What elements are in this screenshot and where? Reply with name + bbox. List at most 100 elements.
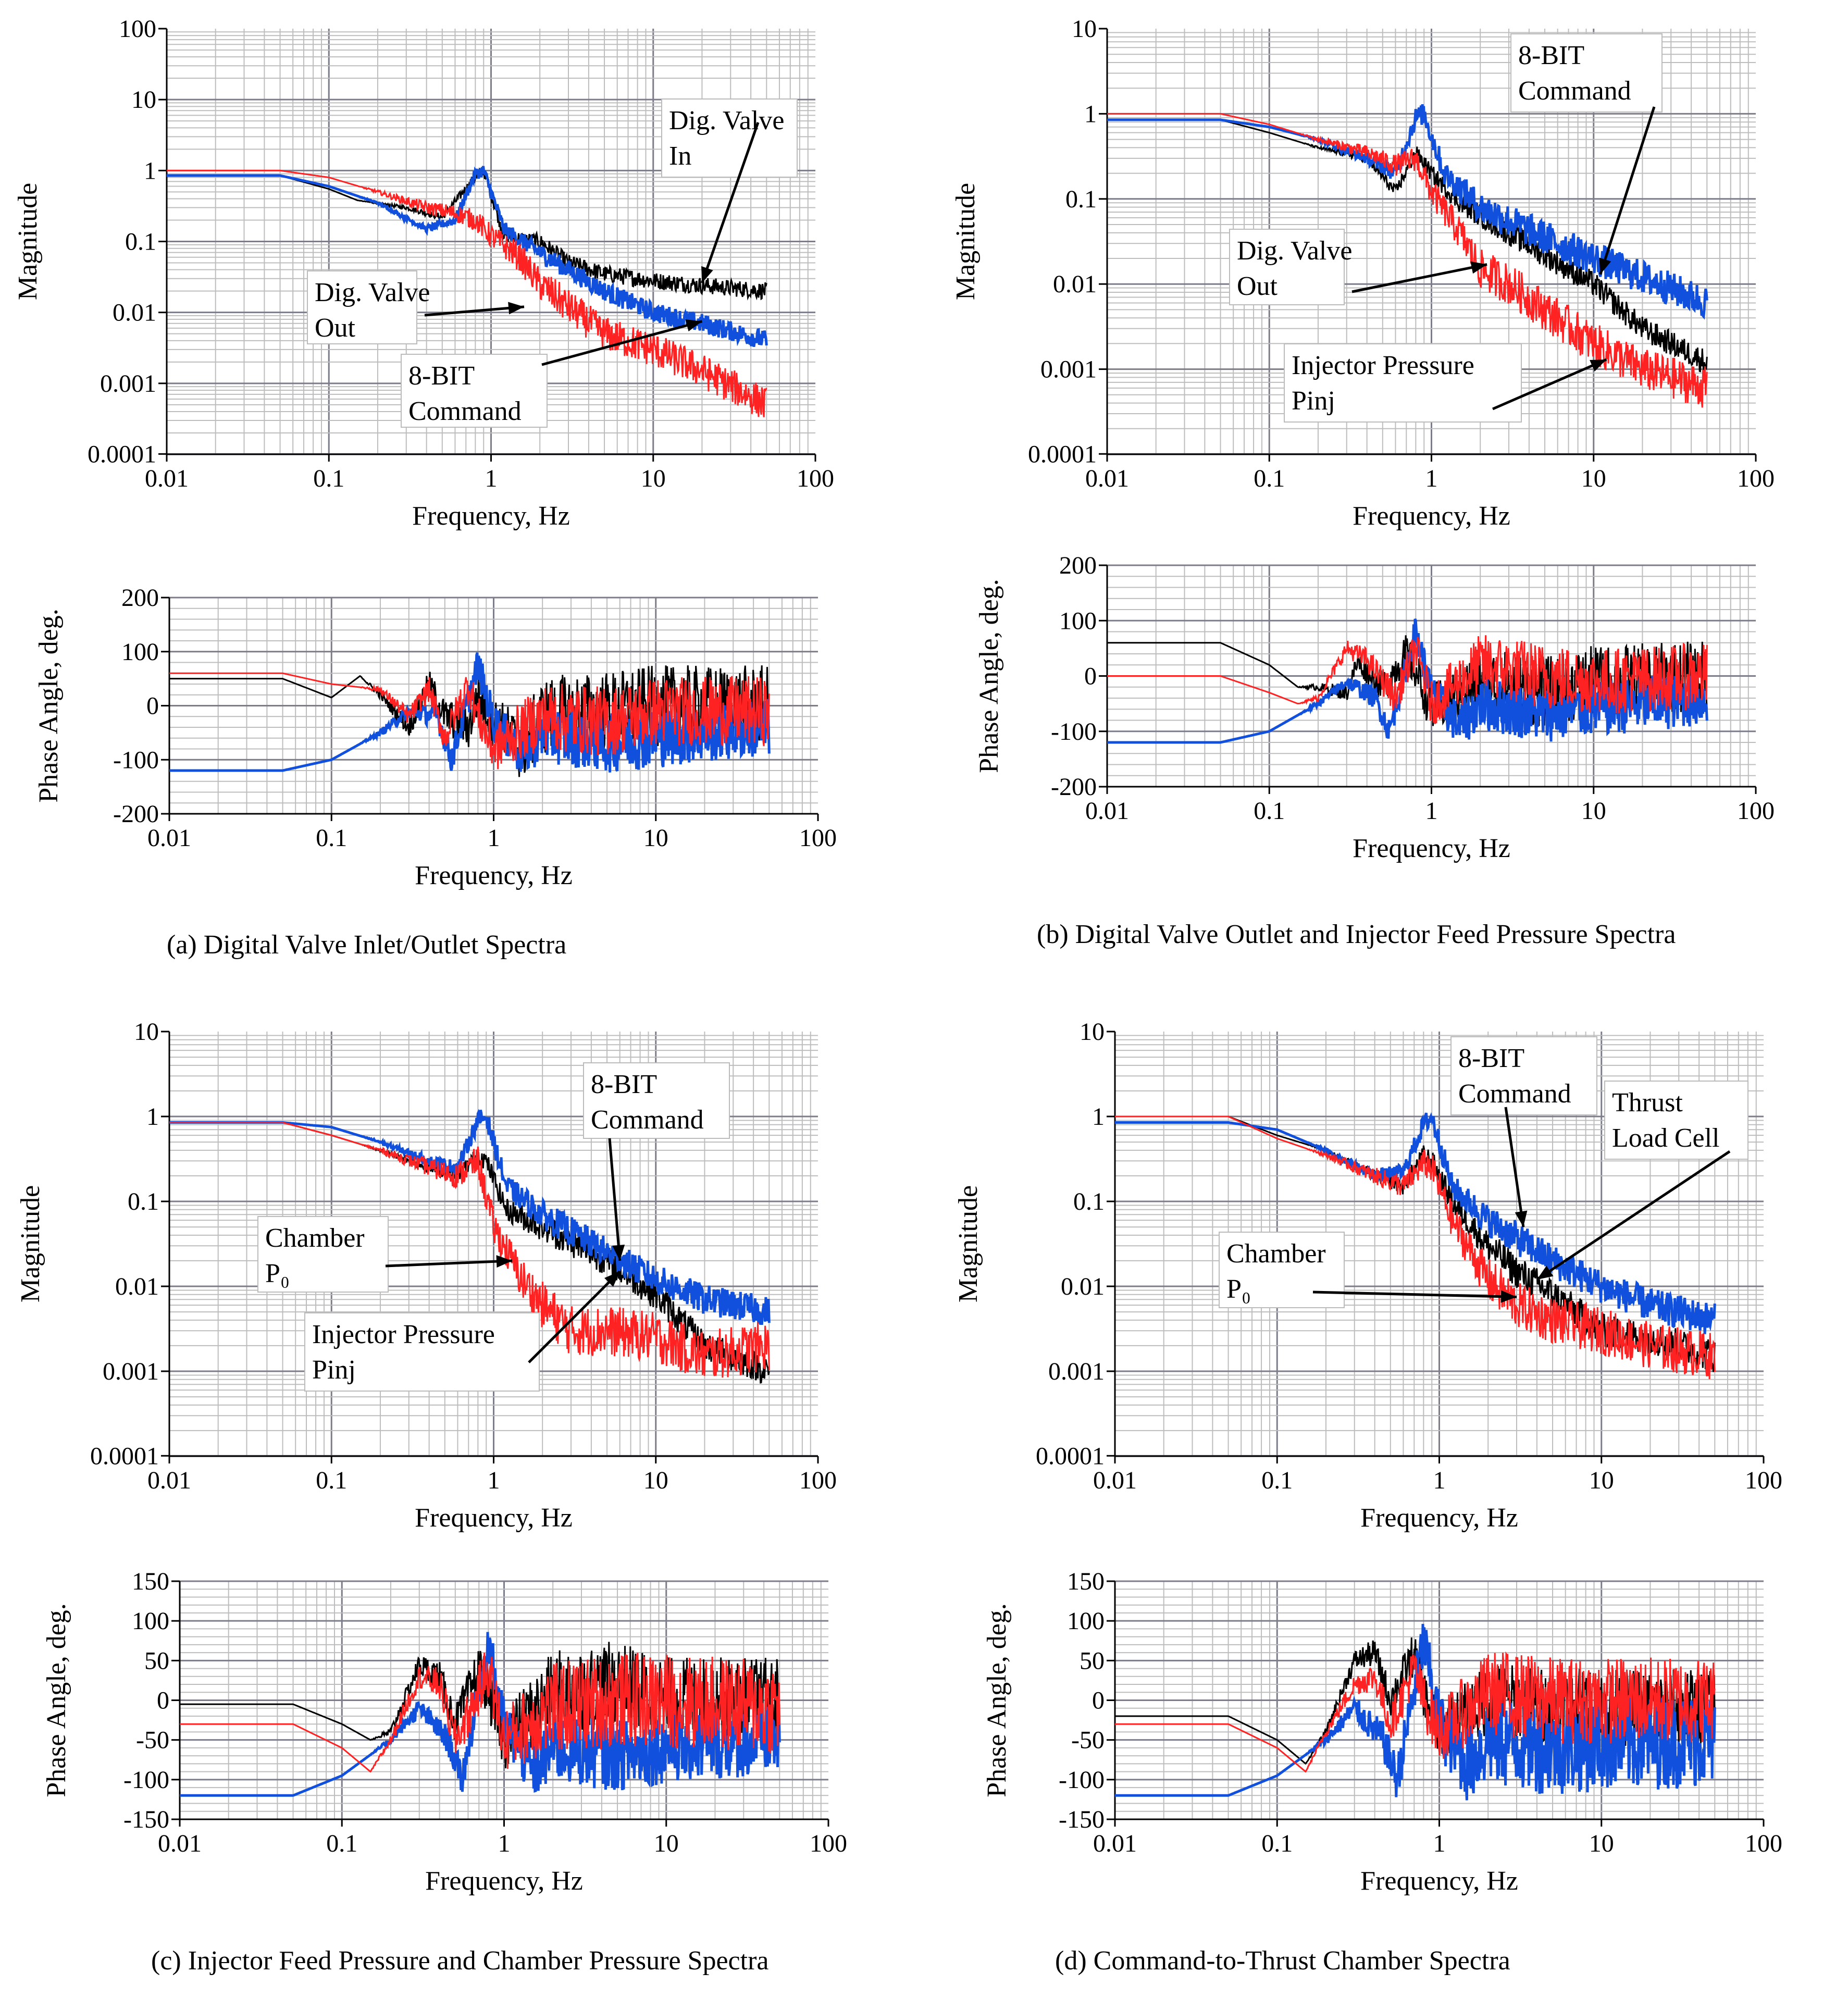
x-tick-label: 0.1: [316, 1467, 347, 1494]
series-line-red: [1115, 1651, 1716, 1773]
series-line-red: [1115, 1115, 1716, 1380]
x-tick-label: 1: [485, 465, 498, 492]
x-tick-label: 100: [1745, 1830, 1782, 1857]
x-tick-label: 10: [1581, 465, 1606, 492]
annotation-box: [1229, 229, 1345, 305]
x-tick-label: 1: [488, 1467, 500, 1494]
annotation-callout: Injector Pressure Pinj: [304, 1270, 621, 1392]
x-tick-label: 10: [643, 1467, 668, 1494]
x-tick-label: 0.01: [1093, 1467, 1137, 1494]
annotation-box: [257, 1216, 389, 1293]
caption-c: (c) Injector Feed Pressure and Chamber P…: [151, 1946, 768, 1976]
y-tick-label: 100: [119, 15, 156, 43]
x-tick-label: 0.01: [1093, 1830, 1137, 1857]
y-tick-label: 0.0001: [1036, 1442, 1105, 1470]
annotation-text: Out: [1237, 271, 1278, 301]
x-tick-label: 10: [1589, 1467, 1614, 1494]
x-tick-label: 0.1: [316, 824, 347, 852]
annotation-text: Load Cell: [1612, 1123, 1720, 1153]
series-line-red: [1107, 635, 1708, 724]
annotation-arrowhead: [1500, 1290, 1517, 1303]
x-tick-label: 1: [1433, 1467, 1446, 1494]
x-axis-label: Frequency, Hz: [1360, 1503, 1518, 1533]
annotation-callout: Thrust Load Cell: [1536, 1081, 1748, 1281]
annotation-text: Pinj: [1292, 386, 1335, 416]
annotation-text: P₀: [265, 1259, 290, 1288]
x-tick-label: 0.1: [313, 465, 344, 492]
x-axis-label: Frequency, Hz: [425, 1866, 583, 1896]
x-tick-label: 100: [1737, 465, 1775, 492]
y-tick-label: 100: [121, 638, 159, 666]
x-tick-label: 0.01: [1085, 465, 1129, 492]
y-tick-label: -50: [136, 1727, 169, 1754]
y-axis-label: Phase Angle, deg.: [982, 1603, 1012, 1797]
y-tick-label: 0.1: [1065, 185, 1097, 213]
y-tick-label: -150: [1059, 1806, 1105, 1833]
x-tick-label: 0.1: [1254, 465, 1285, 492]
x-tick-label: 10: [654, 1830, 679, 1857]
y-tick-label: 0.0001: [88, 440, 156, 468]
y-tick-label: 100: [1067, 1607, 1105, 1635]
annotation-text: Dig. Valve: [669, 106, 784, 135]
annotation-callout: 8-BIT Command: [1510, 33, 1663, 275]
panel-d-phase: 0.01 0.1 1 10 100 -150 -100 -50 0 50 100 150 Frequen…: [982, 1568, 1782, 1896]
y-axis-label: Magnitude: [16, 1185, 45, 1302]
annotation-box: [1284, 343, 1522, 423]
y-tick-label: 10: [1072, 15, 1097, 43]
annotation-box: [304, 1312, 540, 1392]
y-tick-label: 0: [1084, 663, 1097, 690]
x-tick-label: 100: [1737, 797, 1775, 825]
annotation-arrowhead: [1536, 1265, 1554, 1280]
annotation-arrow: [541, 320, 703, 366]
x-tick-label: 100: [797, 465, 834, 492]
x-axis-label: Frequency, Hz: [415, 1503, 573, 1533]
y-tick-label: 0.001: [103, 1358, 159, 1385]
annotation-text: Injector Pressure: [312, 1320, 495, 1349]
x-tick-label: 0.01: [147, 824, 191, 852]
series-line-black: [169, 665, 770, 777]
x-axis-label: Frequency, Hz: [1353, 501, 1510, 531]
y-tick-label: 100: [1059, 607, 1097, 635]
annotation-arrowhead: [604, 1271, 620, 1287]
annotation-text: Command: [1518, 76, 1631, 106]
x-tick-label: 0.01: [145, 465, 189, 492]
y-tick-label: 0: [157, 1687, 169, 1715]
y-tick-label: 0.0001: [1028, 440, 1097, 468]
x-axis-label: Frequency, Hz: [412, 501, 570, 531]
series-line-blue: [1115, 1112, 1716, 1334]
y-tick-label: -100: [1059, 1766, 1105, 1794]
panel-c-mag: 0.01 0.1 1 10 100 0.0001 0.001 0.01 0.1 1 10 Freque…: [16, 1018, 837, 1533]
annotation-callout: Chamber P₀: [257, 1216, 513, 1293]
y-tick-label: 0.1: [1073, 1188, 1105, 1215]
y-tick-label: -200: [1051, 773, 1097, 801]
x-axis-label: Frequency, Hz: [1360, 1866, 1518, 1896]
annotation-box: [1510, 33, 1663, 113]
x-tick-label: 10: [641, 465, 666, 492]
annotation-text: Pinj: [312, 1355, 356, 1385]
x-tick-label: 0.1: [1261, 1830, 1293, 1857]
annotation-arrow: [424, 305, 525, 317]
annotation-arrowhead: [612, 1245, 625, 1261]
annotation-text: Injector Pressure: [1292, 351, 1474, 380]
annotation-text: Command: [1458, 1079, 1571, 1109]
annotation-text: 8-BIT: [591, 1070, 657, 1099]
annotation-arrowhead: [1599, 257, 1611, 275]
annotation-arrow: [1312, 1290, 1517, 1298]
y-axis-label: Phase Angle, deg.: [34, 609, 64, 803]
annotation-text: Dig. Valve: [315, 278, 430, 307]
y-tick-label: 10: [134, 1018, 159, 1046]
annotation-arrowhead: [1515, 1210, 1528, 1227]
x-tick-label: 0.01: [1085, 797, 1129, 825]
y-tick-label: -100: [1051, 718, 1097, 746]
caption-d: (d) Command-to-Thrust Chamber Spectra: [1055, 1946, 1510, 1976]
annotation-arrow: [608, 1138, 622, 1261]
y-axis-label: Phase Angle, deg.: [974, 579, 1004, 773]
x-tick-label: 10: [1581, 797, 1606, 825]
series-line-red: [1107, 113, 1708, 408]
series-line-red: [180, 1653, 780, 1773]
y-tick-label: 0.01: [113, 299, 156, 327]
y-tick-label: 10: [131, 86, 156, 114]
y-tick-label: 50: [144, 1647, 169, 1674]
x-tick-label: 10: [1589, 1830, 1614, 1857]
annotation-callout: Injector Pressure Pinj: [1284, 343, 1607, 423]
